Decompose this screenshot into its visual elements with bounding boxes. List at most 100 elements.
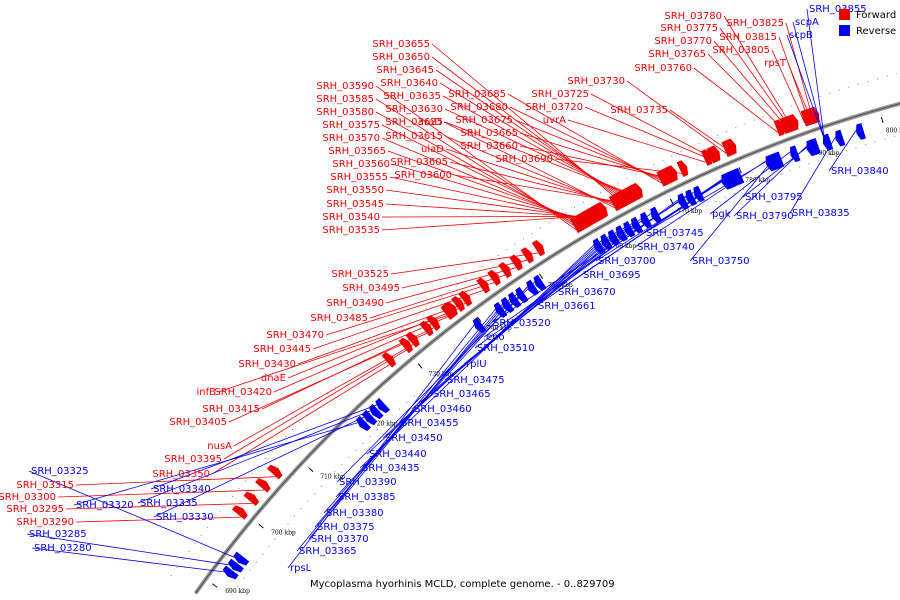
ruler-tick xyxy=(417,363,423,369)
gene-label-srh-03280: SRH_03280 xyxy=(34,543,92,554)
gene-label-srh-03615: SRH_03615 xyxy=(385,131,443,142)
leader-line-srh-03485 xyxy=(369,274,506,319)
forward-legend-label: Forward xyxy=(856,10,896,21)
leader-line-srh-03365 xyxy=(296,307,497,552)
gene-label-srh-03750: SRH_03750 xyxy=(692,256,750,267)
leader-line-srh-03430 xyxy=(297,303,466,365)
leader-line-srh-03835 xyxy=(789,134,838,214)
gene-label-srh-03450: SRH_03450 xyxy=(385,433,443,444)
gene-label-infb: infB xyxy=(197,387,217,398)
leader-line-ulad xyxy=(445,148,620,206)
leader-line-srh-03325 xyxy=(28,470,237,559)
leader-line-srh-03490 xyxy=(385,267,517,304)
gene-srh-03290 xyxy=(232,505,248,520)
gene-label-srh-03520: SRH_03520 xyxy=(493,318,551,329)
gene-label-srh-03550: SRH_03550 xyxy=(326,185,384,196)
gene-rpsl xyxy=(472,317,487,334)
leader-line-srh-03660 xyxy=(519,145,672,179)
leader-line-srh-03315 xyxy=(75,476,276,486)
gene-srh-03475 xyxy=(640,211,653,229)
gene-label-srh-03765: SRH_03765 xyxy=(648,49,706,60)
gene-srh-03661 xyxy=(721,173,733,190)
leader-line-srh-03805 xyxy=(771,49,805,123)
gene-label-srh-03395: SRH_03395 xyxy=(164,454,222,465)
gene-label-srh-03475: SRH_03475 xyxy=(447,375,505,386)
gene-label-srh-03405: SRH_03405 xyxy=(169,417,227,428)
gene-srh-03510 xyxy=(677,193,690,210)
leader-line-pgk xyxy=(709,150,792,215)
gene-label-srh-03775: SRH_03775 xyxy=(660,23,718,34)
gene-label-srh-03510: SRH_03510 xyxy=(477,343,535,354)
leader-line-srh-03665 xyxy=(519,132,670,180)
ruler-tick-label: 710 kbp xyxy=(320,474,345,481)
gene-srh-03445 xyxy=(476,277,490,294)
gene-label-srh-03565: SRH_03565 xyxy=(328,146,386,157)
leader-line-srh-03765 xyxy=(707,53,785,131)
gene-rplu xyxy=(650,206,663,224)
ruler-tick-label: 790 kbp xyxy=(815,150,840,157)
leader-line-srh-03775 xyxy=(719,27,791,129)
gene-label-eno: eno xyxy=(486,332,505,343)
gene-srh-03350 xyxy=(381,352,397,368)
ruler-tick-label: 770 kbp xyxy=(678,208,703,215)
reverse-legend-swatch xyxy=(839,25,850,36)
leader-line-nusa xyxy=(233,344,414,447)
gene-label-srh-03365: SRH_03365 xyxy=(299,546,357,557)
ruler-tick-label: 740 kbp xyxy=(487,325,512,332)
gene-label-srh-03370: SRH_03370 xyxy=(311,534,369,545)
gene-srh-03420 xyxy=(440,304,455,321)
leader-line-srh-03280 xyxy=(31,547,226,573)
gene-label-srh-03325: SRH_03325 xyxy=(31,466,89,477)
gene-label-srh-03375: SRH_03375 xyxy=(317,522,375,533)
gene-srh-03385 xyxy=(526,279,540,296)
gene-label-srh-03300: SRH_03300 xyxy=(0,492,56,503)
gene-label-srh-03415: SRH_03415 xyxy=(202,404,260,415)
gene-label-srh-03695: SRH_03695 xyxy=(583,270,641,281)
gene-srh-03535 xyxy=(595,201,608,219)
backbone-inner xyxy=(195,103,900,594)
gene-label-srh-03700: SRH_03700 xyxy=(598,256,656,267)
ruler-tick-label: 720 kbp xyxy=(373,421,398,428)
gene-label-srh-03490: SRH_03490 xyxy=(326,298,384,309)
gene-srh-03455 xyxy=(615,225,628,242)
gene-label-srh-03690: SRH_03690 xyxy=(495,154,553,165)
leader-line-srh-03290 xyxy=(75,516,242,523)
gene-label-srh-03760: SRH_03760 xyxy=(634,63,692,74)
leader-line-srh-03370 xyxy=(308,302,504,540)
ruler-tick-label: 690 kbp xyxy=(225,588,250,595)
ruler-tick-label: 780 kbp xyxy=(745,177,770,184)
leader-line-srh-03405 xyxy=(228,332,428,423)
leader-line-srh-03661 xyxy=(535,178,724,307)
gene-label-srh-03600: SRH_03600 xyxy=(394,170,452,181)
gene-label-srh-03440: SRH_03440 xyxy=(369,449,427,460)
leader-line-srh-03470 xyxy=(325,282,495,336)
leader-line-srh-03435 xyxy=(359,243,596,469)
gene-label-srh-03285: SRH_03285 xyxy=(29,529,87,540)
gene-label-srh-03385: SRH_03385 xyxy=(338,492,396,503)
gene-scpb xyxy=(822,133,834,151)
ruler-tick xyxy=(308,467,314,473)
leader-line-srh-03420 xyxy=(273,316,448,393)
gene-label-srh-03815: SRH_03815 xyxy=(719,32,777,43)
leader-line-srh-03625 xyxy=(444,121,637,197)
gene-label-srh-03645: SRH_03645 xyxy=(376,65,434,76)
gene-label-srh-03855: SRH_03855 xyxy=(809,4,867,15)
leader-line-srh-03445 xyxy=(312,290,484,350)
gene-srh-03325 xyxy=(233,551,250,566)
gene-label-srh-03555: SRH_03555 xyxy=(330,172,388,183)
leader-line-dnae xyxy=(287,308,459,379)
gene-label-srh-03730: SRH_03730 xyxy=(567,76,625,87)
genome-backbone xyxy=(170,72,900,600)
forward-guide xyxy=(170,72,898,577)
gene-label-srh-03435: SRH_03435 xyxy=(362,463,420,474)
gene-label-srh-03650: SRH_03650 xyxy=(372,52,430,63)
gene-label-srh-03661: SRH_03661 xyxy=(538,301,596,312)
leader-line-infb xyxy=(217,313,452,393)
leader-line-srh-03340 xyxy=(150,404,379,490)
leader-line-srh-03815 xyxy=(778,36,810,122)
leader-line-srh-03320 xyxy=(73,422,360,506)
gene-label-srh-03625: SRH_03625 xyxy=(385,117,443,128)
leader-line-srh-03600 xyxy=(453,174,624,203)
gene-label-srh-03790: SRH_03790 xyxy=(736,211,794,222)
